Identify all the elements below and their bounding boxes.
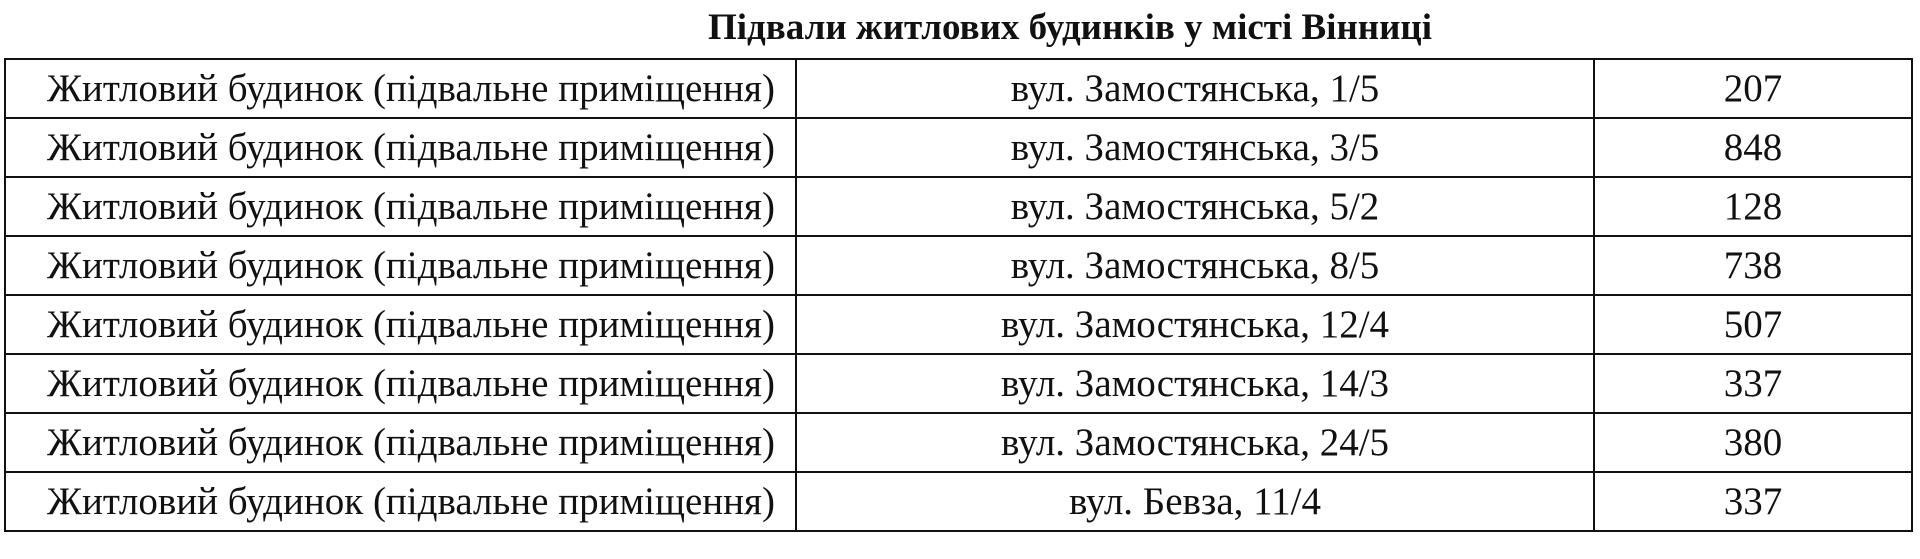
- table-title: Підвали житлових будинків у місті Вінниц…: [707, 7, 1432, 48]
- address-cell: вул. Замостянська, 3/5: [795, 117, 1595, 178]
- capacity-cell: 337: [1593, 471, 1913, 532]
- table-row: Житловий будинок (підвальне приміщення) в…: [4, 412, 1913, 473]
- address-cell: вул. Замостянська, 8/5: [795, 235, 1595, 296]
- basements-table: Житловий будинок (підвальне приміщення) в…: [4, 58, 1913, 532]
- building-type-cell: Житловий будинок (підвальне приміщення): [4, 117, 797, 178]
- building-type-cell: Житловий будинок (підвальне приміщення): [4, 176, 797, 237]
- capacity-cell: 848: [1593, 117, 1913, 178]
- building-type-cell: Житловий будинок (підвальне приміщення): [4, 471, 797, 532]
- capacity-cell: 380: [1593, 412, 1913, 473]
- building-type-cell: Житловий будинок (підвальне приміщення): [4, 353, 797, 414]
- address-cell: вул. Замостянська, 14/3: [795, 353, 1595, 414]
- building-type-cell: Житловий будинок (підвальне приміщення): [4, 294, 797, 355]
- capacity-cell: 337: [1593, 353, 1913, 414]
- capacity-cell: 738: [1593, 235, 1913, 296]
- table-row: Житловий будинок (підвальне приміщення) в…: [4, 471, 1913, 532]
- building-type-cell: Житловий будинок (підвальне приміщення): [4, 412, 797, 473]
- capacity-cell: 207: [1593, 58, 1913, 119]
- table-row: Житловий будинок (підвальне приміщення) в…: [4, 294, 1913, 355]
- capacity-cell: 128: [1593, 176, 1913, 237]
- address-cell: вул. Бевза, 11/4: [795, 471, 1595, 532]
- address-cell: вул. Замостянська, 1/5: [795, 58, 1595, 119]
- address-cell: вул. Замостянська, 5/2: [795, 176, 1595, 237]
- building-type-cell: Житловий будинок (підвальне приміщення): [4, 58, 797, 119]
- table-row: Житловий будинок (підвальне приміщення) в…: [4, 176, 1913, 237]
- table-row: Житловий будинок (підвальне приміщення) в…: [4, 117, 1913, 178]
- address-cell: вул. Замостянська, 12/4: [795, 294, 1595, 355]
- building-type-cell: Житловий будинок (підвальне приміщення): [4, 235, 797, 296]
- capacity-cell: 507: [1593, 294, 1913, 355]
- table-row: Житловий будинок (підвальне приміщення) в…: [4, 58, 1913, 119]
- table-row: Житловий будинок (підвальне приміщення) в…: [4, 235, 1913, 296]
- table-row: Житловий будинок (підвальне приміщення) в…: [4, 353, 1913, 414]
- address-cell: вул. Замостянська, 24/5: [795, 412, 1595, 473]
